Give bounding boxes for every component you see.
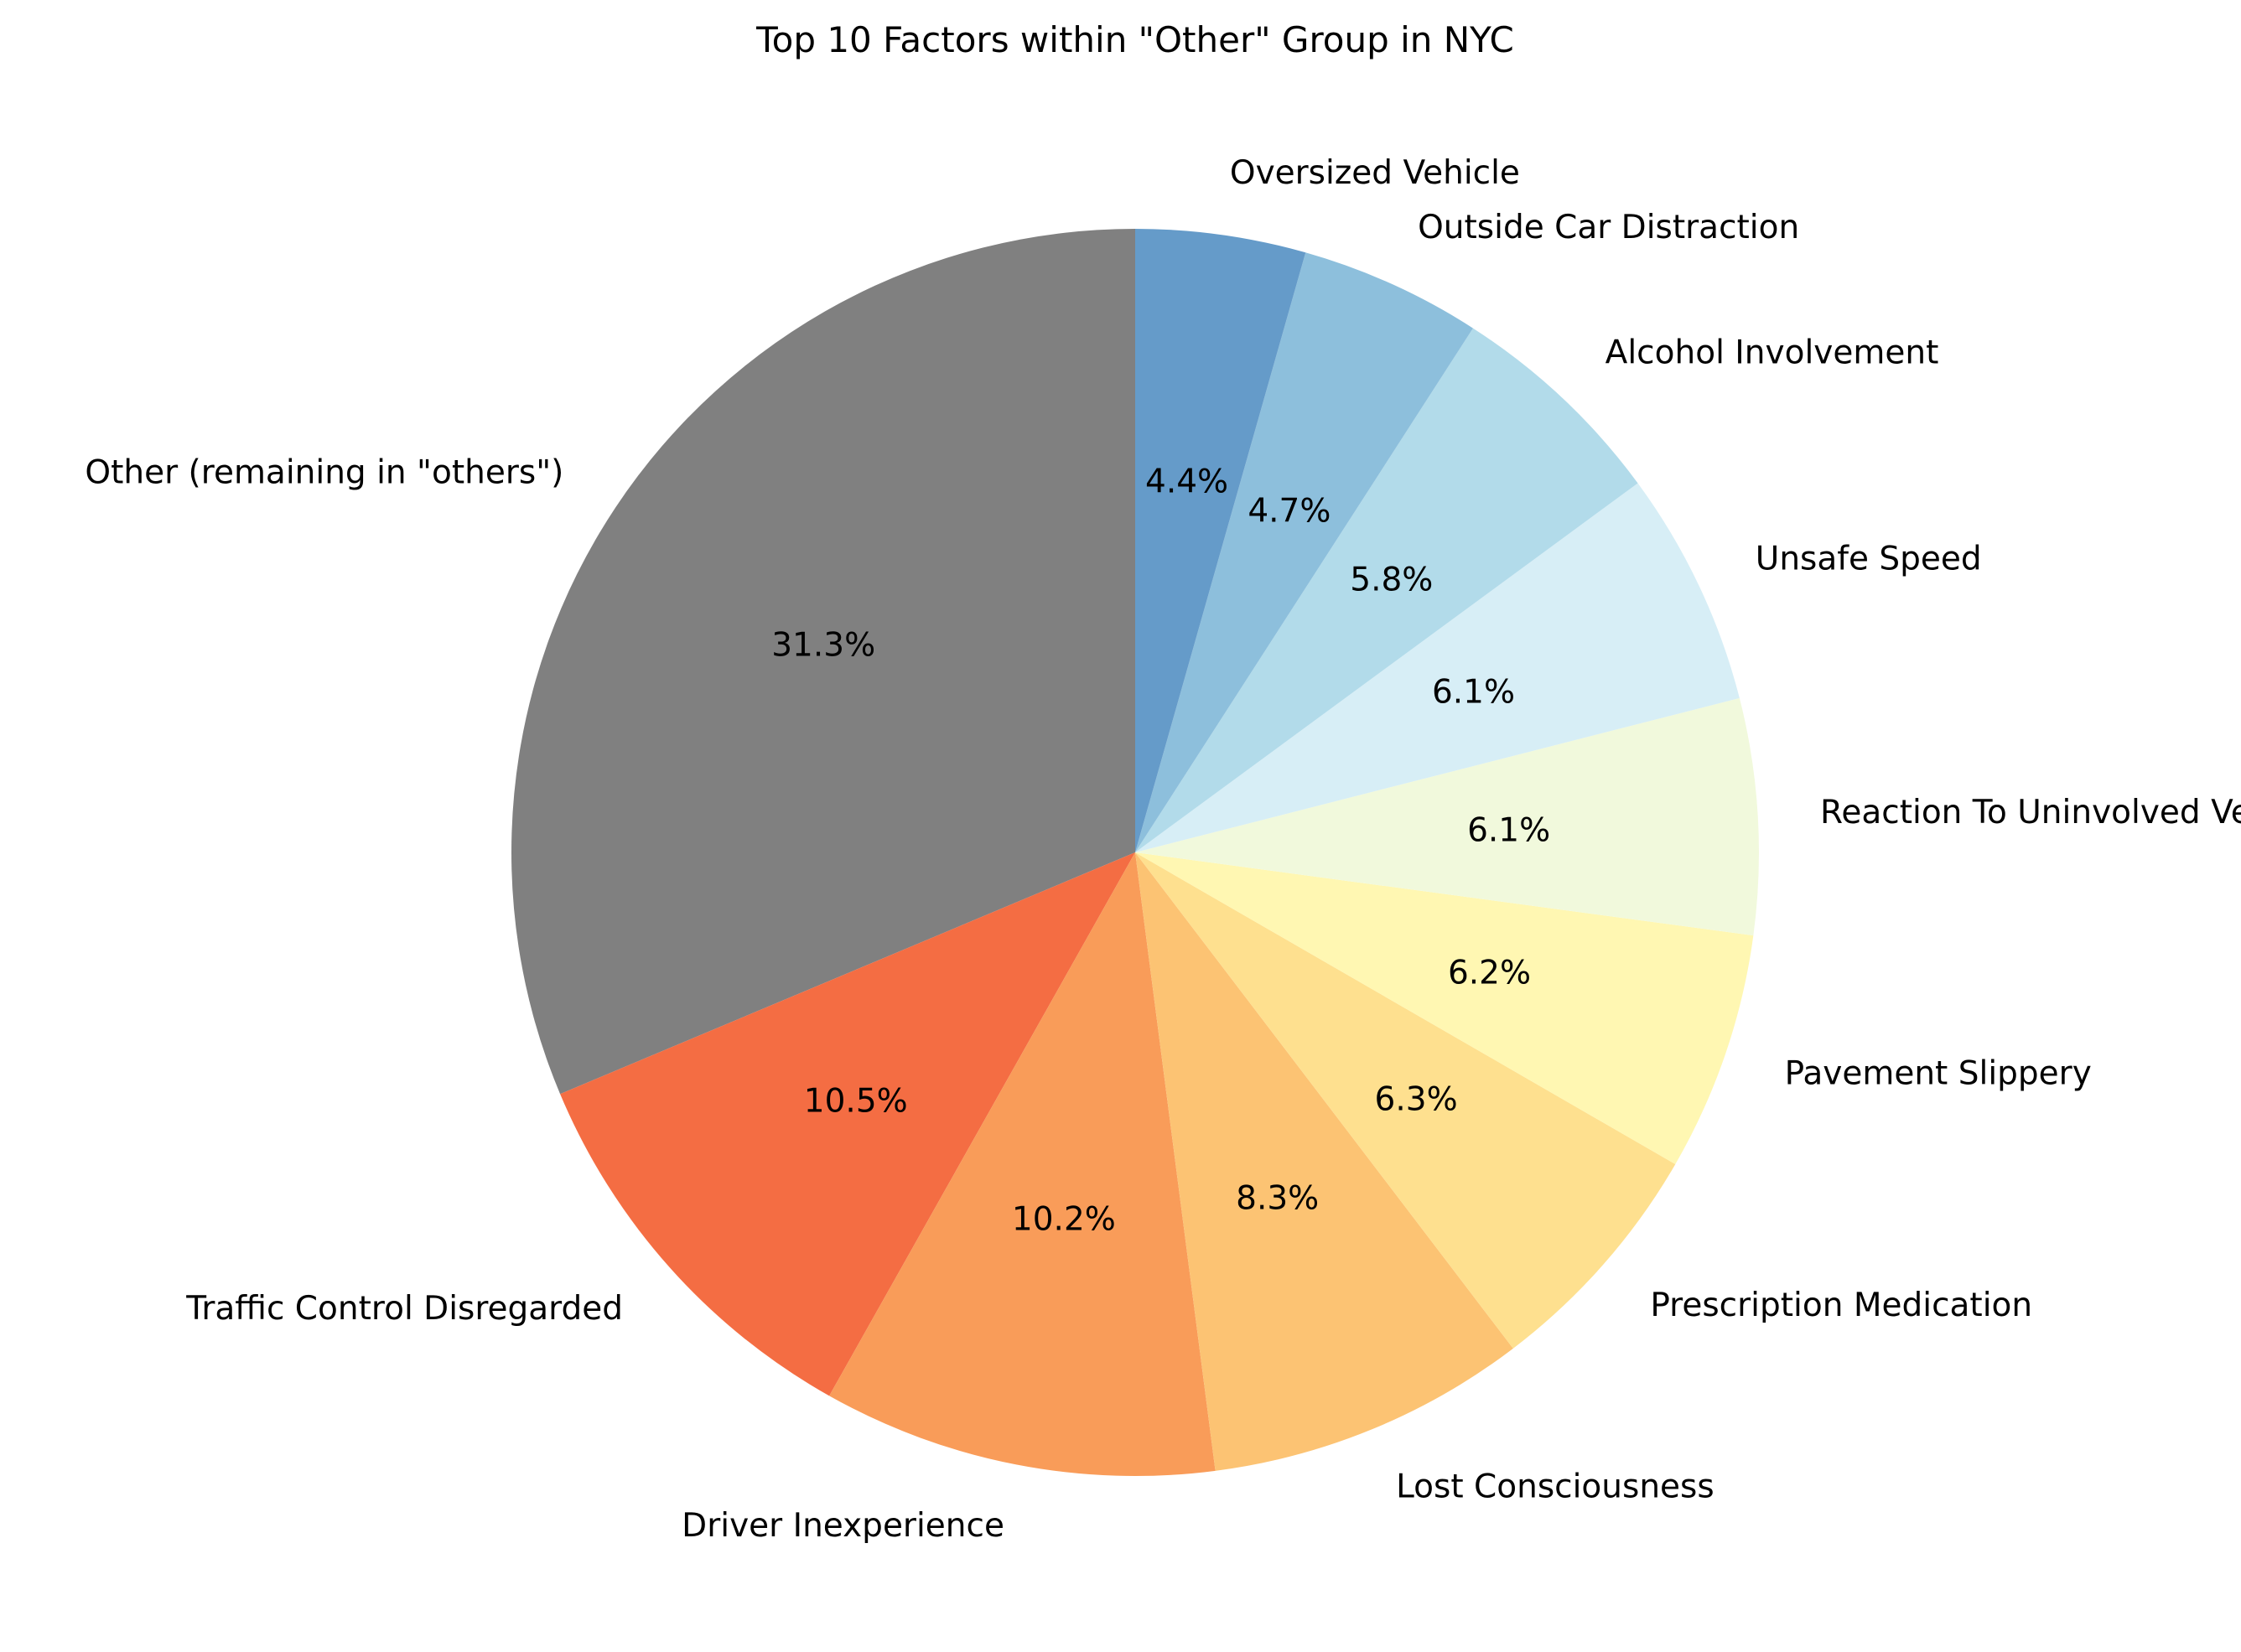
pie-percent-label: 5.8%: [1350, 561, 1433, 598]
pie-percent-label: 6.2%: [1448, 955, 1531, 992]
pie-percent-label: 10.2%: [1012, 1201, 1116, 1239]
pie-percent-label: 4.7%: [1248, 493, 1331, 531]
pie-slice: [560, 852, 1135, 1396]
pie-category-label: Outside Car Distraction: [1418, 209, 1799, 246]
pie-category-label: Pavement Slippery: [1785, 1055, 2092, 1093]
pie-slice: [1135, 483, 1740, 852]
pie-percent-label: 6.1%: [1432, 674, 1515, 712]
pie-category-label: Unsafe Speed: [1756, 541, 1982, 578]
pie-slice: [1135, 697, 1759, 936]
pie-percent-label: 8.3%: [1236, 1179, 1319, 1217]
pie-category-label: Other (remaining in "others"): [85, 454, 563, 492]
pie-slice: [1135, 328, 1638, 852]
pie-percent-label: 10.5%: [804, 1083, 908, 1121]
pie-percent-label: 31.3%: [771, 626, 875, 664]
pie-category-label: Prescription Medication: [1650, 1287, 2032, 1324]
pie-percent-labels: 31.3% 10.5% 10.2% 8.3% 6.3% 6.2% 6.1% 6.1% 5.8% 4…: [771, 463, 1550, 1238]
pie-category-label: Driver Inexperience: [682, 1507, 1004, 1545]
pie-slice: [1135, 852, 1513, 1471]
chart-title: Top 10 Factors within "Other" Group in N…: [755, 19, 1514, 60]
pie-category-label: Reaction To Uninvolved Vehicle: [1820, 794, 2241, 831]
pie-slice: [1135, 852, 1676, 1349]
pie-percent-label: 6.1%: [1467, 812, 1550, 850]
pie-category-label: Alcohol Involvement: [1606, 334, 1939, 371]
pie-percent-label: 6.3%: [1375, 1080, 1458, 1118]
pie-slice: [511, 229, 1135, 1095]
pie-slices: [511, 229, 1759, 1476]
pie-category-label: Traffic Control Disregarded: [185, 1290, 623, 1328]
pie-category-labels: Other (remaining in "others") Traffic Con…: [85, 154, 2241, 1545]
pie-category-label: Lost Consciousness: [1396, 1468, 1714, 1505]
pie-slice: [829, 852, 1216, 1476]
pie-percent-label: 4.4%: [1145, 463, 1228, 500]
pie-slice: [1135, 852, 1754, 1164]
pie-slice: [1135, 252, 1473, 852]
pie-slice: [1135, 229, 1306, 852]
pie-category-label: Oversized Vehicle: [1230, 154, 1520, 192]
